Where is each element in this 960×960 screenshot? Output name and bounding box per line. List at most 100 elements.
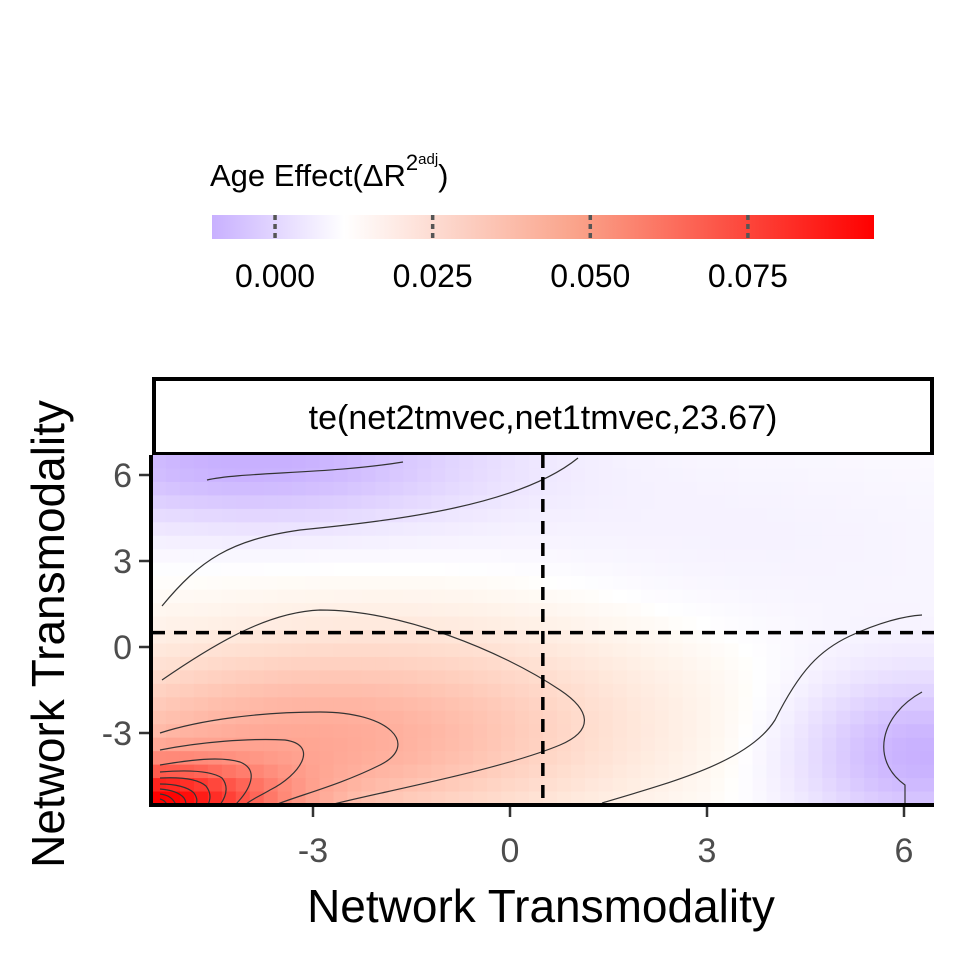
- heatmap-cell: [291, 495, 307, 510]
- heatmap-cell: [780, 576, 795, 591]
- heatmap-cell: [235, 522, 251, 537]
- heatmap-cell: [668, 603, 684, 618]
- heatmap-cell: [598, 737, 614, 752]
- heatmap-cell: [165, 508, 181, 523]
- heatmap-cell: [738, 643, 754, 658]
- heatmap-cell: [584, 535, 600, 550]
- heatmap-cell: [333, 764, 349, 779]
- heatmap-cell: [291, 535, 307, 550]
- heatmap-cell: [333, 616, 349, 631]
- heatmap-cell: [179, 522, 195, 537]
- heatmap-cell: [710, 643, 726, 658]
- heatmap-cell: [612, 535, 628, 550]
- heatmap-cell: [878, 697, 893, 712]
- heatmap-cell: [361, 724, 377, 739]
- heatmap-cell: [221, 576, 237, 591]
- heatmap-cell: [654, 589, 670, 604]
- heatmap-cell: [179, 724, 195, 739]
- legend-title-end: ): [438, 158, 448, 193]
- heatmap-cell: [822, 724, 837, 739]
- heatmap-cell: [570, 643, 586, 658]
- heatmap-cell: [291, 522, 307, 537]
- heatmap-cell: [347, 751, 363, 766]
- heatmap-cell: [612, 455, 628, 470]
- heatmap-cell: [375, 455, 390, 470]
- heatmap-cell: [612, 616, 628, 631]
- heatmap-cell: [165, 468, 181, 483]
- heatmap-cell: [626, 455, 642, 470]
- heatmap-cell: [710, 724, 726, 739]
- heatmap-cell: [361, 683, 377, 698]
- heatmap-cell: [738, 710, 754, 725]
- heatmap-cell: [752, 508, 768, 523]
- heatmap-cell: [598, 751, 614, 766]
- heatmap-cell: [892, 616, 907, 631]
- contour-line: [161, 457, 579, 607]
- heatmap-cell: [263, 751, 279, 766]
- heatmap-cell: [501, 616, 516, 631]
- heatmap-cell: [277, 562, 293, 577]
- heatmap-cell: [152, 737, 167, 752]
- heatmap-cell: [570, 508, 586, 523]
- heatmap-cell: [766, 495, 781, 510]
- heatmap-cell: [543, 710, 558, 725]
- heatmap-cell: [724, 724, 740, 739]
- heatmap-cell: [235, 656, 251, 671]
- heatmap-cell: [543, 549, 558, 564]
- heatmap-cell: [165, 455, 181, 470]
- heatmap-cell: [668, 522, 684, 537]
- heatmap-cell: [598, 710, 614, 725]
- heatmap-cell: [822, 656, 837, 671]
- heatmap-cell: [864, 778, 879, 793]
- heatmap-cell: [501, 508, 516, 523]
- heatmap-cell: [361, 764, 377, 779]
- heatmap-cell: [417, 710, 432, 725]
- heatmap-cell: [780, 737, 795, 752]
- heatmap-cell: [640, 535, 656, 550]
- heatmap-cell: [431, 643, 446, 658]
- heatmap-cell: [724, 764, 740, 779]
- heatmap-cell: [193, 791, 209, 805]
- y-tick-label: -3: [102, 715, 132, 753]
- heatmap-cell: [850, 508, 865, 523]
- heatmap-cell: [152, 603, 167, 618]
- heatmap-cell: [487, 522, 502, 537]
- heatmap-cell: [878, 549, 893, 564]
- heatmap-cell: [556, 670, 572, 685]
- heatmap-cell: [445, 764, 460, 779]
- heatmap-cell: [152, 778, 167, 793]
- heatmap-cell: [249, 778, 265, 793]
- heatmap-cell: [906, 670, 921, 685]
- heatmap-cell: [417, 656, 432, 671]
- heatmap-cell: [598, 778, 614, 793]
- x-tick-label: 0: [501, 832, 520, 870]
- heatmap-cell: [654, 603, 670, 618]
- heatmap-cell: [892, 589, 907, 604]
- heatmap-cell: [878, 643, 893, 658]
- heatmap-cell: [892, 535, 907, 550]
- heatmap-cell: [612, 710, 628, 725]
- heatmap-cell: [249, 764, 265, 779]
- heatmap-cell: [403, 468, 418, 483]
- heatmap-cell: [864, 724, 879, 739]
- heatmap-cell: [249, 576, 265, 591]
- heatmap-cell: [822, 535, 837, 550]
- heatmap-cell: [375, 589, 390, 604]
- heatmap-cell: [529, 643, 544, 658]
- heatmap-cell: [598, 576, 614, 591]
- heatmap-cell: [403, 791, 418, 805]
- heatmap-cell: [165, 576, 181, 591]
- heatmap-cell: [892, 670, 907, 685]
- heatmap-cell: [710, 710, 726, 725]
- heatmap-cell: [221, 751, 237, 766]
- heatmap-cell: [710, 468, 726, 483]
- heatmap-cell: [892, 455, 907, 470]
- legend-tick-label: 0.050: [550, 258, 630, 294]
- heatmap-cell: [710, 603, 726, 618]
- heatmap-cell: [165, 643, 181, 658]
- heatmap-cell: [724, 549, 740, 564]
- heatmap-cell: [459, 764, 474, 779]
- heatmap-cell: [864, 643, 879, 658]
- heatmap-cell: [235, 508, 251, 523]
- heatmap-cell: [152, 656, 167, 671]
